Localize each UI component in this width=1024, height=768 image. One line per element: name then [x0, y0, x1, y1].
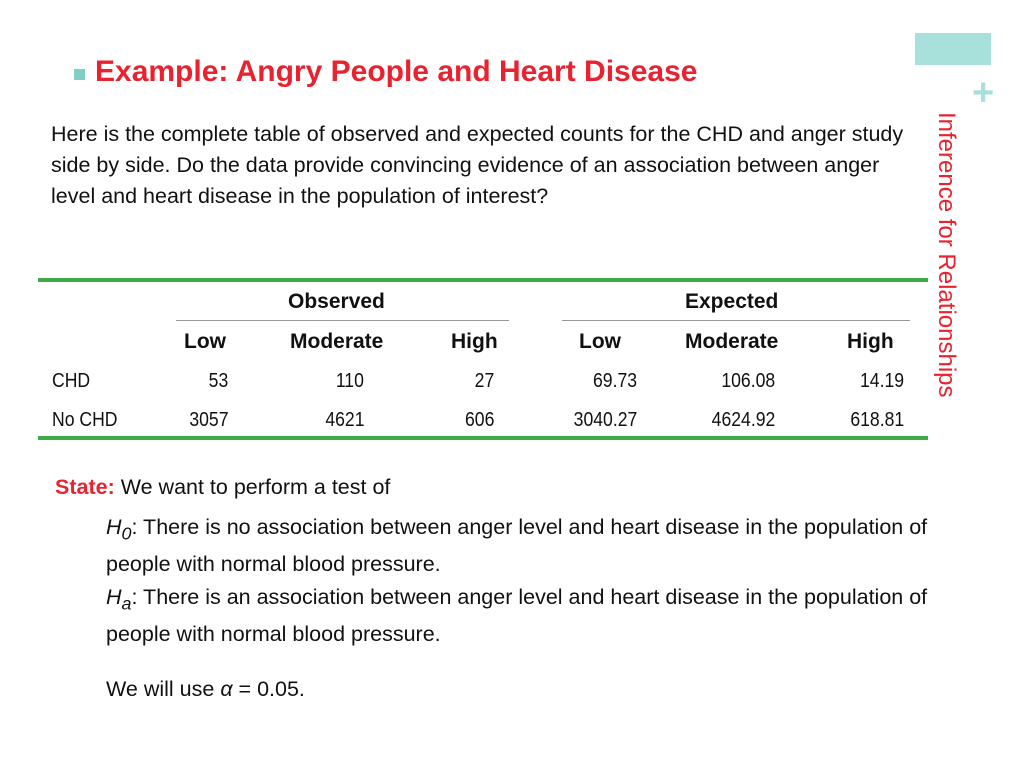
- table-bottom-rule: [38, 436, 928, 440]
- null-hypothesis: H0: There is no association between ange…: [106, 512, 941, 580]
- table-cell: 53: [208, 370, 228, 392]
- accent-block: [915, 33, 991, 65]
- observed-underline: [176, 320, 509, 321]
- alternative-hypothesis: Ha: There is an association between ange…: [106, 582, 941, 650]
- ha-subscript: a: [121, 593, 132, 614]
- table-cell: 4621: [324, 409, 364, 431]
- state-line: State: We want to perform a test of: [55, 475, 390, 500]
- table-top-rule: [38, 278, 928, 282]
- intro-paragraph: Here is the complete table of observed a…: [51, 122, 904, 208]
- h0-subscript: 0: [121, 523, 132, 544]
- table-cell: 69.73: [592, 370, 637, 392]
- state-text: We want to perform a test of: [114, 475, 391, 499]
- alpha-prefix: We will use: [106, 677, 221, 701]
- row-label: No CHD: [52, 409, 118, 431]
- square-bullet-icon: [74, 68, 85, 80]
- state-label: State:: [55, 475, 115, 499]
- observed-header: Observed: [288, 290, 385, 313]
- table-cell: 106.08: [721, 370, 775, 392]
- table-cell: 3057: [188, 409, 228, 431]
- expected-header: Expected: [685, 290, 779, 313]
- h0-symbol: H: [106, 515, 122, 539]
- ha-text: : There is an association between anger …: [106, 585, 928, 647]
- table-cell: 3040.27: [573, 409, 637, 431]
- table-cell: 110: [335, 370, 364, 392]
- alpha-suffix: = 0.05.: [232, 677, 305, 701]
- ha-symbol: H: [106, 585, 122, 609]
- row-label: CHD: [52, 370, 91, 392]
- plus-icon: +: [972, 72, 995, 114]
- table-cell: 14.19: [859, 370, 904, 392]
- col-header: High: [847, 330, 894, 353]
- slide-title: Example: Angry People and Heart Disease: [74, 55, 697, 89]
- table-cell: 606: [464, 409, 494, 431]
- col-header: Low: [184, 330, 226, 353]
- alpha-symbol: α: [220, 677, 233, 701]
- title-text: Example: Angry People and Heart Disease: [95, 55, 698, 88]
- side-label: Inference for Relationships: [933, 112, 960, 398]
- table-cell: 27: [474, 370, 494, 392]
- counts-table: Observed Expected Low Moderate High Low …: [38, 278, 928, 440]
- expected-underline: [562, 320, 910, 321]
- col-header: High: [451, 330, 498, 353]
- col-header: Low: [579, 330, 621, 353]
- significance-level: We will use α = 0.05.: [106, 677, 305, 702]
- table-cell: 618.81: [850, 409, 904, 431]
- table-cell: 4624.92: [711, 409, 775, 431]
- h0-text: : There is no association between anger …: [106, 515, 928, 577]
- col-header: Moderate: [685, 330, 779, 353]
- col-header: Moderate: [290, 330, 384, 353]
